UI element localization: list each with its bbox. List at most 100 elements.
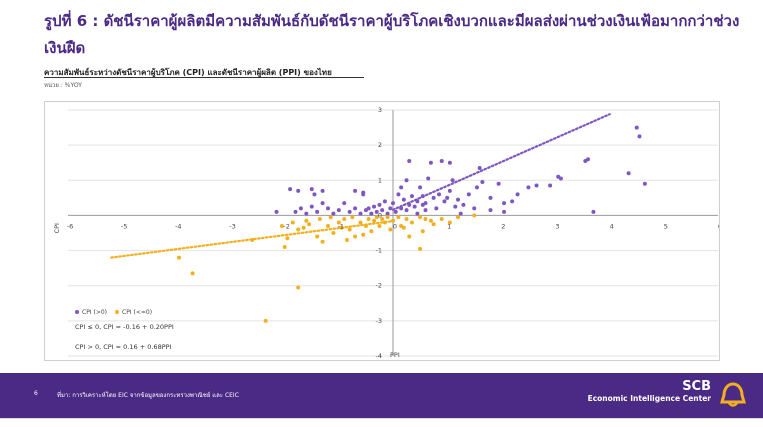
- data-point: [361, 190, 366, 195]
- data-point: [434, 206, 439, 211]
- data-point: [309, 204, 314, 209]
- data-point: [326, 206, 330, 211]
- data-point: [548, 183, 553, 188]
- data-point: [391, 218, 395, 223]
- data-point: [361, 232, 366, 237]
- data-point: [431, 222, 436, 227]
- data-point: [453, 204, 458, 209]
- data-point: [263, 318, 268, 323]
- data-point: [342, 216, 347, 221]
- data-point: [407, 158, 412, 163]
- legend: CPI (>0) CPI (<=0) CPI ≤ 0, CPI = -0.16 + …: [75, 309, 174, 351]
- data-point: [382, 220, 387, 225]
- data-point: [328, 215, 333, 220]
- data-point: [420, 202, 425, 207]
- data-point: [450, 178, 455, 183]
- data-point: [309, 187, 314, 192]
- legend-label: CPI (<=0): [122, 309, 152, 316]
- data-point: [320, 201, 325, 206]
- data-point: [428, 218, 433, 223]
- legend-marker: [75, 310, 79, 314]
- data-point: [404, 216, 409, 221]
- y-tick-label: 0: [378, 211, 382, 219]
- data-point: [315, 209, 320, 214]
- data-point: [396, 192, 401, 197]
- data-point: [344, 238, 349, 243]
- data-point: [377, 223, 382, 228]
- data-point: [393, 209, 398, 214]
- legend-marker: [115, 310, 119, 314]
- data-point: [502, 201, 507, 206]
- data-point: [634, 125, 639, 130]
- data-point: [358, 211, 363, 216]
- data-point: [423, 208, 428, 213]
- x-tick-label: 2: [501, 222, 505, 230]
- data-point: [372, 218, 377, 223]
- y-tick-label: -4: [376, 352, 382, 360]
- data-point: [456, 215, 460, 220]
- data-point: [447, 220, 452, 225]
- data-point: [312, 192, 317, 197]
- data-point: [515, 192, 520, 197]
- data-point: [420, 229, 425, 234]
- data-point: [426, 176, 431, 181]
- data-point: [447, 160, 452, 165]
- data-point: [526, 185, 531, 190]
- data-point: [558, 176, 563, 181]
- data-point: [320, 188, 325, 193]
- data-point: [445, 195, 450, 200]
- data-point: [409, 220, 414, 225]
- x-tick-label: 5: [664, 222, 668, 230]
- data-point: [288, 187, 293, 192]
- data-point: [296, 188, 301, 193]
- data-point: [399, 206, 404, 211]
- data-point: [363, 223, 368, 228]
- data-point: [177, 255, 182, 260]
- data-point: [418, 185, 423, 190]
- data-point: [374, 209, 379, 214]
- data-point: [534, 183, 539, 188]
- data-point: [591, 209, 596, 214]
- data-point: [510, 199, 515, 204]
- data-point: [353, 206, 358, 211]
- y-tick-label: 3: [378, 106, 382, 114]
- data-point: [347, 227, 352, 232]
- data-point: [363, 208, 368, 213]
- data-point: [401, 225, 406, 230]
- x-tick-label: -4: [175, 222, 181, 230]
- data-point: [418, 246, 423, 251]
- data-point: [331, 211, 336, 216]
- y-tick-label: -3: [376, 317, 382, 325]
- grid-lines: [68, 109, 718, 357]
- y-tick-label: -1: [376, 247, 382, 255]
- data-point: [496, 181, 501, 186]
- x-tick-label: 3: [555, 222, 559, 230]
- data-point: [372, 204, 377, 209]
- data-point: [377, 202, 382, 207]
- data-point: [642, 181, 647, 186]
- data-point: [583, 158, 588, 163]
- trendline: [391, 113, 611, 211]
- data-point: [472, 213, 477, 218]
- data-point: [358, 220, 363, 225]
- data-point: [388, 227, 393, 232]
- data-point: [415, 199, 420, 204]
- equation-annotation: CPI ≤ 0, CPI = -0.16 + 0.20PPI: [75, 323, 174, 331]
- data-point: [407, 234, 412, 239]
- data-point: [366, 216, 371, 221]
- data-point: [431, 195, 436, 200]
- data-point: [401, 197, 406, 202]
- data-point: [350, 215, 355, 220]
- data-point: [637, 134, 642, 139]
- subtitle-underline: [44, 77, 364, 78]
- data-point: [336, 220, 341, 225]
- unit-label: หน่วย : %YOY: [44, 82, 82, 89]
- data-point: [385, 215, 390, 220]
- data-point: [439, 158, 444, 163]
- data-point: [353, 188, 358, 193]
- data-point: [404, 178, 409, 183]
- data-point: [285, 236, 290, 241]
- data-point: [380, 208, 385, 213]
- scatter-chart: -6 -5 -4 -3 -2 -1 0 1 2 3 4 5 6 -4 -3 -2 -1 0 1 2 3 PPI CPI CP…: [53, 106, 719, 360]
- data-point: [466, 192, 471, 197]
